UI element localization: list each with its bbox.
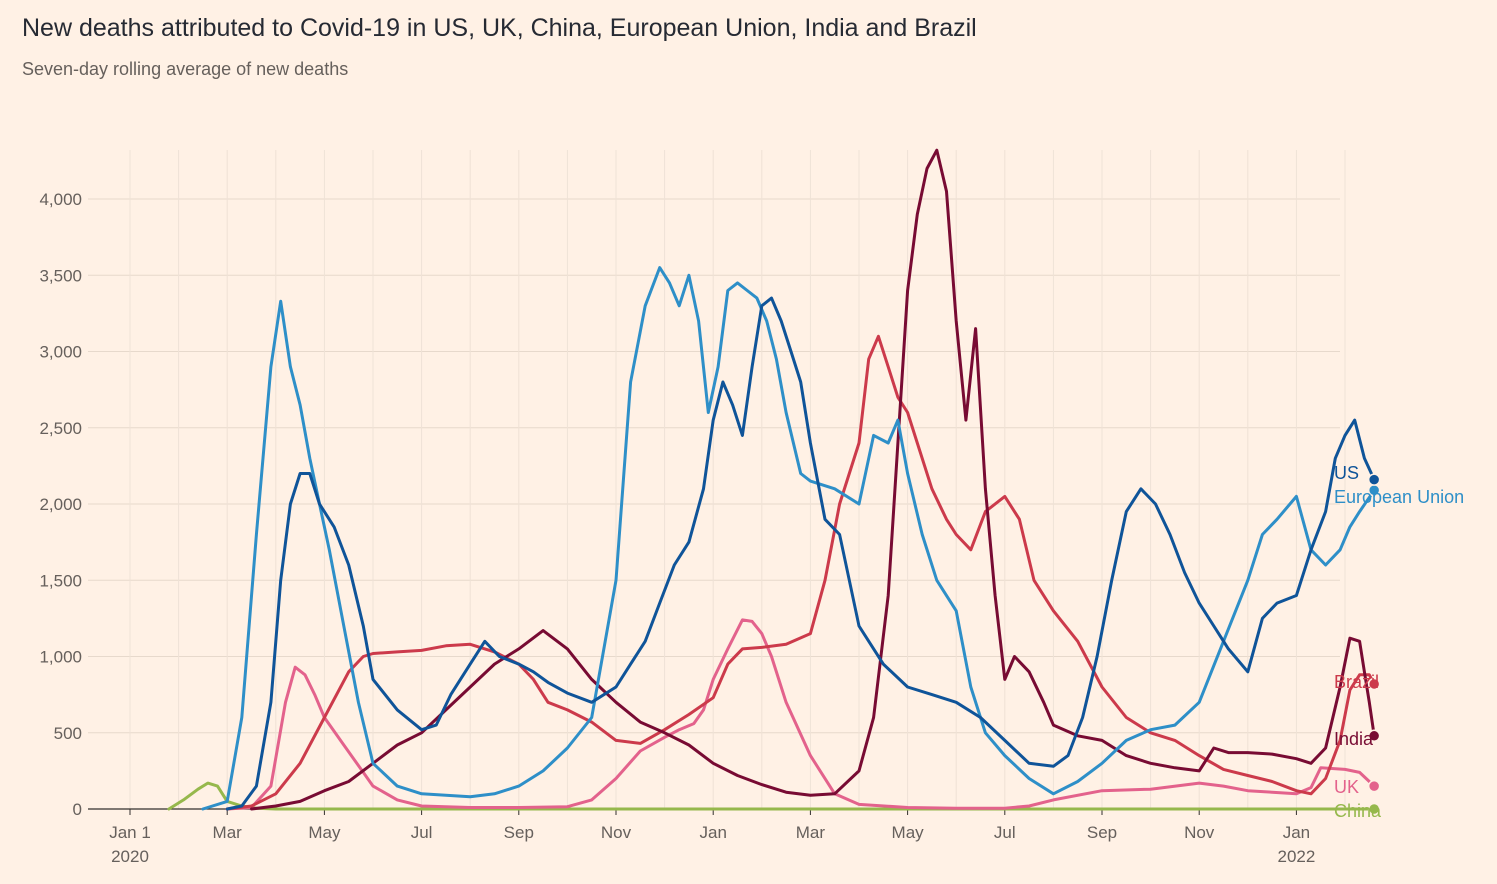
end-marker-india	[1367, 729, 1381, 743]
y-tick-label: 0	[73, 800, 82, 819]
y-tick-label: 3,500	[39, 266, 82, 285]
series-lines	[167, 148, 1376, 811]
y-tick-label: 3,000	[39, 343, 82, 362]
x-tick-label: Sep	[1087, 823, 1117, 842]
series-labels: China UK Brazil India European Union US	[1334, 463, 1464, 821]
y-tick-label: 1,000	[39, 648, 82, 667]
x-axis: Jan 1 2020 Mar May Jul Sep Nov Jan Mar May Jul Sep N…	[109, 809, 1315, 866]
x-tick-label: Jan 1	[109, 823, 151, 842]
y-tick-label: 500	[54, 724, 82, 743]
series-label-china: China	[1334, 801, 1382, 821]
x-tick-label: Jan	[1283, 823, 1310, 842]
y-axis: 0 500 1,000 1,500 2,000 2,500 3,000 3,500 4,000	[39, 190, 82, 819]
x-tick-label: Jul	[994, 823, 1016, 842]
x-tick-label: Nov	[601, 823, 632, 842]
x-tick-label: Jul	[411, 823, 433, 842]
y-tick-label: 2,500	[39, 419, 82, 438]
series-line-us	[225, 296, 1376, 811]
x-tick-label: Nov	[1184, 823, 1215, 842]
x-tick-year-label: 2020	[111, 847, 149, 866]
x-tick-year-label: 2022	[1277, 847, 1315, 866]
end-marker-uk	[1367, 779, 1381, 793]
series-label-india: India	[1334, 729, 1374, 749]
series-label-european-union: European Union	[1334, 487, 1464, 507]
x-tick-label: May	[892, 823, 925, 842]
series-line-uk	[225, 618, 1376, 811]
series-line-brazil	[225, 334, 1376, 811]
y-tick-label: 2,000	[39, 495, 82, 514]
x-tick-label: Mar	[213, 823, 243, 842]
series-label-us: US	[1334, 463, 1359, 483]
end-marker-brazil	[1367, 677, 1381, 691]
series-line-european-union	[201, 266, 1376, 811]
chart-subtitle: Seven-day rolling average of new deaths	[22, 59, 349, 79]
grid-lines	[88, 150, 1346, 810]
y-tick-label: 1,500	[39, 571, 82, 590]
end-marker-china	[1367, 802, 1381, 816]
x-tick-label: Sep	[504, 823, 534, 842]
series-line-india	[250, 148, 1376, 811]
end-marker-us	[1367, 473, 1381, 486]
series-end-markers	[1367, 473, 1381, 816]
x-tick-label: May	[308, 823, 341, 842]
y-tick-label: 4,000	[39, 190, 82, 209]
series-label-uk: UK	[1334, 777, 1359, 797]
series-label-brazil: Brazil	[1334, 672, 1379, 692]
chart-title: New deaths attributed to Covid-19 in US,…	[22, 14, 977, 42]
x-tick-label: Jan	[699, 823, 726, 842]
x-tick-label: Mar	[796, 823, 826, 842]
